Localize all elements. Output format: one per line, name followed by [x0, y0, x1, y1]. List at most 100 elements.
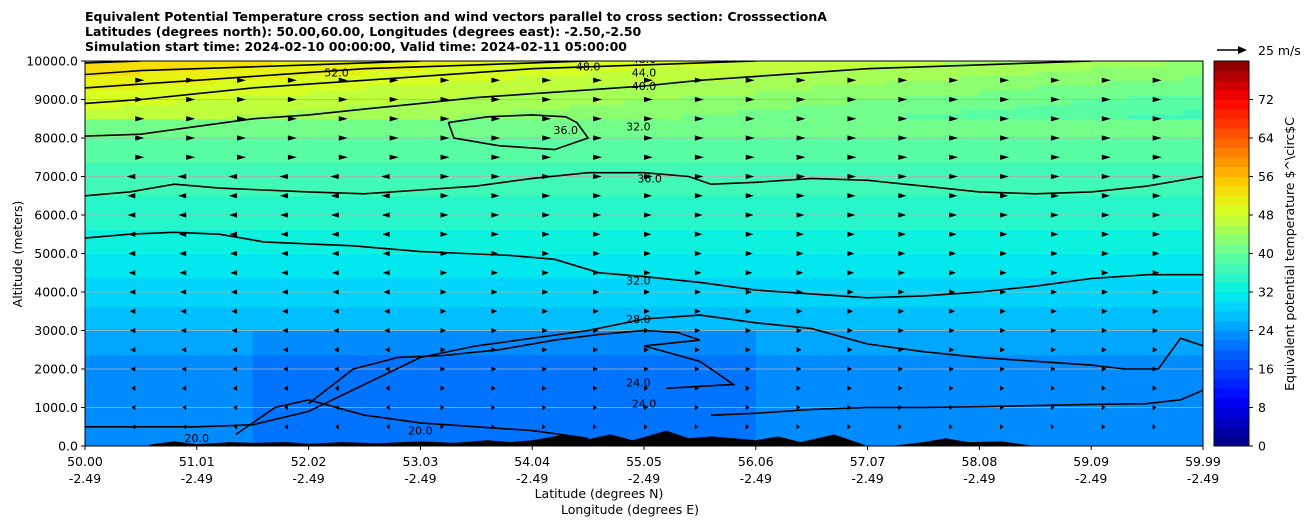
field-cell: [513, 200, 533, 206]
field-cell: [345, 186, 366, 192]
field-cell: [681, 215, 701, 221]
field-cell: [234, 157, 254, 163]
field-cell: [886, 354, 906, 360]
field-cell: [1091, 190, 1111, 197]
field-cell: [290, 306, 310, 312]
field-cell: [1184, 426, 1203, 433]
field-cell: [625, 162, 645, 168]
wind-vector: [542, 308, 549, 314]
field-cell: [345, 301, 366, 307]
field-cell: [662, 383, 682, 389]
field-cell: [774, 205, 794, 211]
wind-vector: [440, 231, 448, 237]
field-cell: [979, 393, 999, 399]
field-cell: [849, 200, 869, 206]
field-cell: [774, 65, 794, 72]
field-cell: [699, 267, 720, 274]
field-cell: [457, 171, 477, 178]
field-cell: [1035, 330, 1055, 336]
field-cell: [774, 190, 794, 197]
field-cell: [737, 109, 757, 115]
field-cell: [345, 152, 366, 158]
field-cell: [1109, 210, 1129, 216]
field-cell: [755, 128, 775, 134]
field-cell: [849, 426, 869, 433]
field-cell: [401, 229, 421, 235]
field-cell: [1091, 61, 1111, 67]
field-cell: [1091, 340, 1111, 346]
field-cell: [364, 224, 384, 230]
field-cell: [588, 133, 608, 139]
field-cell: [1109, 147, 1129, 153]
field-cell: [196, 340, 216, 346]
field-cell: [849, 272, 869, 279]
wind-vector: [440, 385, 445, 391]
field-cell: [550, 109, 570, 115]
field-cell: [979, 210, 999, 216]
field-cell: [1165, 325, 1185, 332]
field-cell: [1016, 436, 1036, 442]
field-cell: [960, 219, 980, 226]
field-cell: [662, 85, 682, 91]
field-cell: [569, 383, 589, 389]
field-cell: [550, 306, 570, 312]
field-cell: [1109, 349, 1129, 356]
field-cell: [998, 219, 1018, 226]
wind-vector: [440, 135, 450, 141]
wind-vector: [593, 250, 601, 257]
field-cell: [588, 282, 608, 288]
field-cell: [550, 200, 570, 206]
field-cell: [774, 243, 794, 250]
field-cell: [308, 407, 328, 413]
field-cell: [718, 70, 738, 76]
field-cell: [345, 296, 366, 303]
field-cell: [1109, 229, 1129, 235]
field-cell: [774, 402, 794, 409]
field-cell: [1016, 200, 1036, 206]
field-cell: [774, 152, 794, 158]
field-cell: [122, 229, 142, 235]
field-cell: [849, 431, 869, 437]
field-cell: [867, 113, 887, 120]
field-cell: [1016, 426, 1036, 433]
field-cell: [1016, 70, 1036, 76]
field-cell: [979, 320, 999, 327]
field-cell: [196, 354, 216, 360]
field-cell: [662, 162, 682, 168]
field-cell: [420, 118, 440, 125]
field-cell: [252, 234, 272, 240]
field-cell: [401, 311, 421, 317]
field-cell: [904, 364, 925, 370]
field-cell: [1109, 118, 1129, 125]
field-cell: [103, 364, 123, 370]
field-cell: [476, 354, 496, 360]
field-cell: [271, 99, 291, 105]
field-cell: [774, 388, 794, 394]
field-cell: [308, 349, 328, 356]
field-cell: [345, 89, 366, 96]
field-cell: [755, 219, 775, 226]
field-cell: [215, 325, 235, 332]
field-cell: [1035, 340, 1055, 346]
field-cell: [308, 301, 328, 307]
field-cell: [383, 426, 403, 433]
field-cell: [718, 258, 738, 264]
field-cell: [606, 89, 626, 96]
field-cell: [383, 335, 403, 341]
field-cell: [904, 80, 925, 86]
field-cell: [1016, 258, 1036, 264]
field-cell: [476, 70, 496, 76]
field-cell: [1053, 373, 1074, 380]
field-cell: [699, 75, 720, 81]
field-cell: [476, 118, 496, 125]
field-cell: [252, 431, 272, 437]
field-cell: [830, 181, 850, 187]
field-cell: [867, 152, 887, 158]
field-cell: [1091, 296, 1111, 303]
field-cell: [364, 316, 384, 322]
field-cell: [1053, 171, 1074, 178]
field-cell: [849, 340, 869, 346]
field-cell: [588, 171, 608, 178]
field-cell: [1109, 359, 1129, 365]
field-cell: [1128, 335, 1148, 341]
